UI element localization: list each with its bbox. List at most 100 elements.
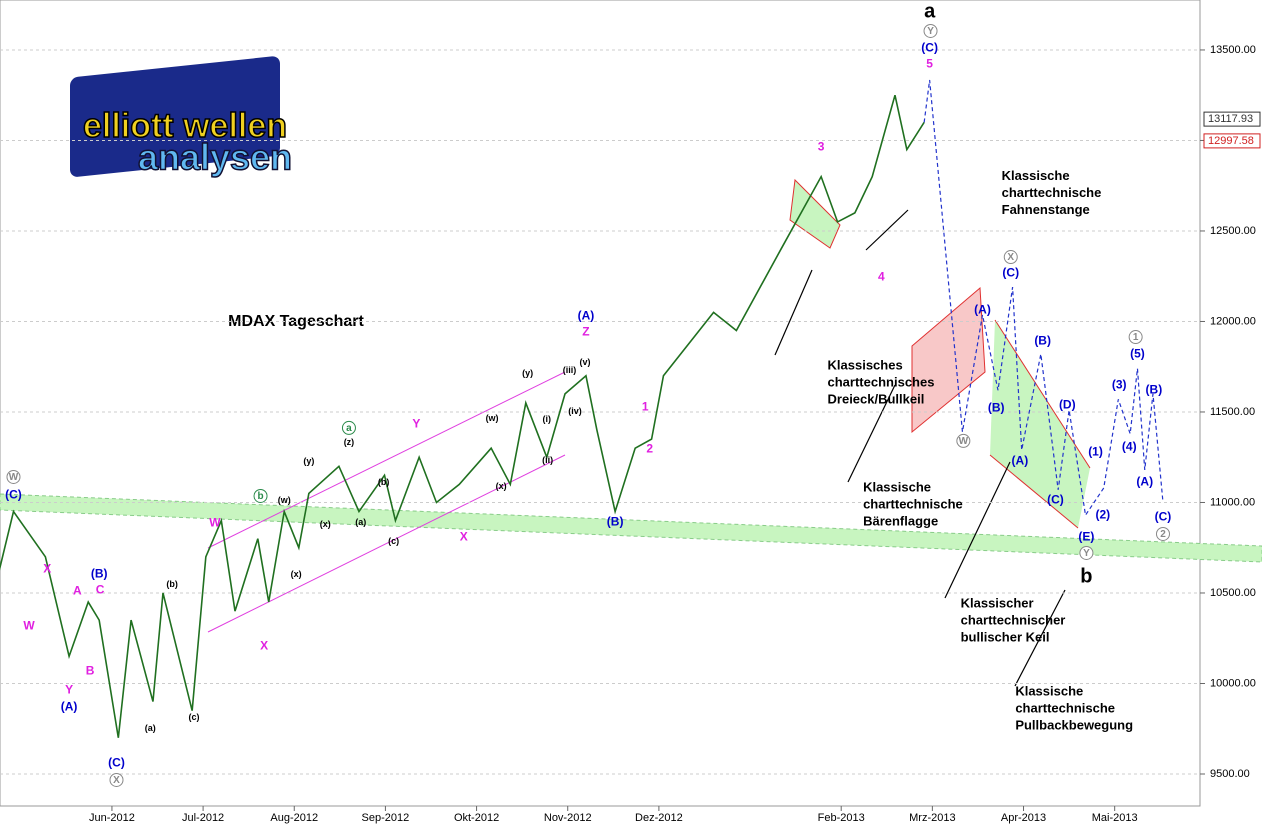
wave-label: (w) — [486, 413, 499, 423]
wave-label: X — [43, 562, 51, 576]
wave-label: (A) — [578, 309, 595, 323]
wave-label: (ii) — [542, 455, 553, 465]
wave-label: 3 — [818, 140, 825, 154]
wave-label: (4) — [1122, 440, 1137, 454]
wave-label: 1 — [642, 400, 649, 414]
wave-label: (C) — [108, 756, 125, 770]
wave-label: (iv) — [568, 406, 582, 416]
wave-label: (a) — [355, 517, 366, 527]
wave-label: X — [113, 775, 120, 786]
y-tick-label: 12000.00 — [1210, 315, 1256, 327]
wave-label: 4 — [878, 270, 885, 284]
wave-label: (z) — [344, 437, 355, 447]
wave-label: (A) — [1012, 454, 1029, 468]
wave-label: (C) — [1155, 510, 1172, 524]
annotation: charttechnischer — [961, 612, 1066, 627]
wave-label: (iii) — [563, 365, 577, 375]
logo-text: wellen — [182, 107, 287, 145]
wave-label: (E) — [1078, 530, 1094, 544]
annotation: Klassisches — [828, 357, 903, 372]
annotation: Klassische — [863, 479, 931, 494]
wave-label: (b) — [166, 579, 178, 589]
annotation: bullischer Keil — [961, 629, 1050, 644]
wave-label: W — [9, 472, 19, 483]
x-tick-label: Apr-2013 — [1001, 812, 1046, 824]
wave-label: W — [209, 516, 221, 530]
wave-label: b — [257, 491, 263, 502]
x-tick-label: Jun-2012 — [89, 812, 135, 824]
price-box — [1203, 133, 1261, 149]
wave-circle — [253, 488, 268, 503]
x-tick-label: Okt-2012 — [454, 812, 499, 824]
wave-label: (B) — [1034, 334, 1051, 348]
wave-label: b — [1080, 565, 1092, 587]
price-line — [923, 79, 1164, 517]
bear-flag — [911, 286, 986, 434]
arrows — [774, 209, 1066, 687]
x-tick-label: Dez-2012 — [635, 812, 683, 824]
channel-line — [207, 454, 566, 633]
logo-text: analysen — [138, 137, 292, 178]
wave-label: X — [460, 530, 468, 544]
x-tick-label: Jul-2012 — [182, 812, 224, 824]
wave-label: B — [86, 664, 95, 678]
wave-label: Y — [927, 26, 934, 37]
wave-label: (A) — [61, 700, 78, 714]
y-tick-label: 10000.00 — [1210, 677, 1256, 689]
wave-label: (i) — [543, 414, 552, 424]
wave-circle — [1079, 545, 1094, 560]
logo: elliott wellen analysen — [70, 56, 293, 178]
x-tick-label: Mrz-2013 — [909, 812, 955, 824]
wave-label: (y) — [303, 456, 314, 466]
annotation: charttechnische — [863, 496, 963, 511]
wave-label: (x) — [496, 481, 507, 491]
wave-label: (1) — [1088, 445, 1103, 459]
wave-circle — [1003, 250, 1018, 265]
price-label: 13117.93 — [1208, 113, 1253, 125]
x-tick-label: Mai-2013 — [1092, 812, 1138, 824]
wave-label: (x) — [320, 519, 331, 529]
wave-label: C — [96, 583, 105, 597]
support-band — [0, 493, 1262, 563]
wave-label: (5) — [1130, 347, 1145, 361]
y-tick-label: 12500.00 — [1210, 225, 1256, 237]
wave-label: Y — [1083, 548, 1090, 559]
wave-label: a — [924, 1, 936, 23]
wave-label: (C) — [1047, 493, 1064, 507]
wave-label: W — [959, 436, 969, 447]
wave-label: (a) — [145, 723, 156, 733]
x-tick-label: Nov-2012 — [544, 812, 592, 824]
wave-label: (B) — [988, 401, 1005, 415]
x-tick-label: Feb-2013 — [818, 812, 865, 824]
wave-label: (A) — [974, 303, 991, 317]
wave-label: X — [1007, 252, 1014, 263]
annotation: charttechnische — [1002, 185, 1102, 200]
wave-label: (C) — [921, 41, 938, 55]
y-tick-label: 11500.00 — [1210, 406, 1255, 418]
wave-label: (v) — [580, 357, 591, 367]
wave-label: W — [23, 619, 35, 633]
wave-circle — [1128, 330, 1143, 345]
logo-text: elliott — [83, 107, 174, 145]
annotation: Pullbackbewegung — [1015, 717, 1133, 732]
channel-line — [207, 371, 566, 549]
annotation: Klassischer — [961, 595, 1034, 610]
wave-label: 1 — [1133, 332, 1139, 343]
wave-circle — [341, 420, 356, 435]
wave-label: (3) — [1112, 378, 1127, 392]
y-tick-label: 13500.00 — [1210, 44, 1256, 56]
wave-label: Y — [65, 683, 73, 697]
wave-label: (B) — [607, 515, 624, 529]
wave-label: (C) — [1002, 266, 1019, 280]
wave-label: 5 — [926, 57, 933, 71]
triangle — [789, 178, 841, 249]
price-line — [0, 94, 925, 738]
y-tick-label: 10500.00 — [1210, 587, 1256, 599]
annotation: Fahnenstange — [1002, 202, 1090, 217]
wave-label: (B) — [1146, 383, 1163, 397]
wave-label: A — [73, 584, 82, 598]
wave-label: (b) — [378, 477, 390, 487]
wave-label: (c) — [388, 536, 399, 546]
wave-label: Z — [582, 325, 589, 339]
